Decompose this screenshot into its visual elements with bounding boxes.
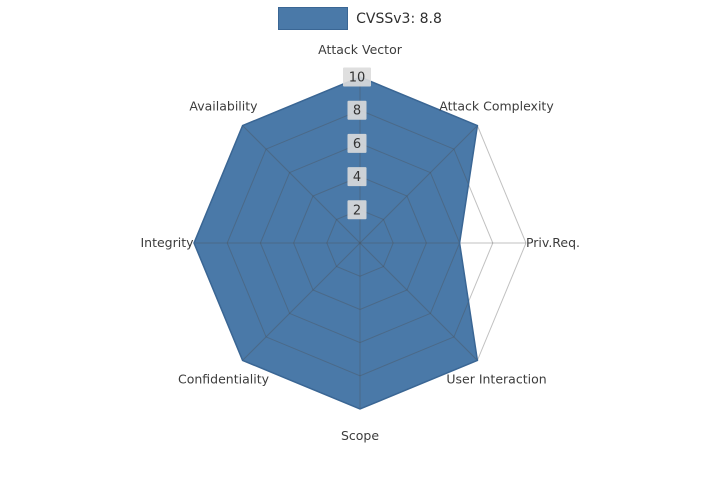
grid-ring <box>326 209 394 277</box>
grid-spoke <box>359 242 478 361</box>
tick-label: 10 <box>349 71 366 86</box>
tick-label-box <box>347 133 367 153</box>
tick-label-box <box>347 200 367 220</box>
axis-label: Attack Complexity <box>439 99 554 114</box>
axis-label: Integrity <box>140 235 194 250</box>
axis-label: Confidentiality <box>178 372 270 387</box>
data-polygon <box>194 77 478 409</box>
axis-label: User Interaction <box>446 372 546 387</box>
grid-ring <box>226 109 494 377</box>
axis-label: Attack Vector <box>318 42 403 57</box>
grid-ring <box>293 176 427 310</box>
grid-spoke <box>359 125 478 244</box>
tick-label: 2 <box>353 203 361 218</box>
grid-ring <box>259 142 461 344</box>
tick-label-box <box>343 67 371 87</box>
tick-label: 4 <box>353 170 361 185</box>
data-polygon-edge <box>193 76 479 410</box>
tick-label-box <box>347 167 367 187</box>
tick-label: 6 <box>353 137 361 152</box>
tick-label-box <box>347 100 367 120</box>
grid-spoke <box>242 125 361 244</box>
tick-label: 8 <box>353 104 361 119</box>
grid-spoke <box>242 242 361 361</box>
axis-label: Availability <box>189 99 258 114</box>
axis-label: Priv.Req. <box>526 235 580 250</box>
axis-label: Scope <box>341 428 379 443</box>
